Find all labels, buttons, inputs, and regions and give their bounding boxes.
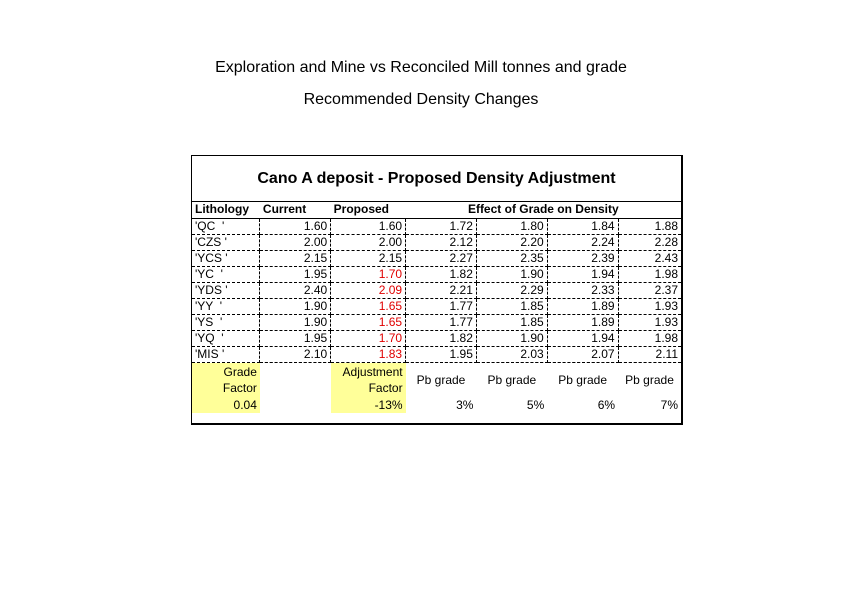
pb-grade-label: Pb grade xyxy=(487,373,537,388)
grade-density-cell: 2.20 xyxy=(476,234,548,251)
data-rows: 'QC ' 1.60 1.60 1.72 1.80 1.84 1.88 'CZS ' 2.00 2… xyxy=(192,218,681,363)
header-proposed: Proposed xyxy=(330,201,406,219)
lithology-cell: 'CZS ' xyxy=(192,234,261,251)
grade-density-cell: 2.11 xyxy=(618,346,681,363)
current-density-cell: 1.90 xyxy=(259,314,332,331)
pb-grade-value: 3% xyxy=(456,398,474,412)
grade-density-cell: 2.39 xyxy=(547,250,619,267)
header-row: Lithology Current Proposed Effect of Gra… xyxy=(192,201,681,219)
grade-density-cell: 1.82 xyxy=(405,330,477,347)
grade-factor-label: Grade Factor xyxy=(192,362,260,398)
grade-density-cell: 2.29 xyxy=(476,282,548,299)
grade-density-cell: 1.77 xyxy=(405,298,477,315)
current-density-cell: 2.15 xyxy=(259,250,332,267)
pb-grade-value: 7% xyxy=(660,398,678,412)
proposed-density-cell: 2.00 xyxy=(330,234,407,251)
proposed-density-cell: 1.65 xyxy=(330,314,407,331)
current-density-cell: 2.00 xyxy=(259,234,332,251)
grade-density-cell: 1.72 xyxy=(405,218,477,235)
adjustment-factor-label: Adjustment Factor xyxy=(330,362,406,398)
grade-density-cell: 2.03 xyxy=(476,346,548,363)
grade-density-cell: 2.12 xyxy=(405,234,477,251)
density-table: Lithology Current Proposed Effect of Gra… xyxy=(192,201,681,413)
footer-label-row: Grade Factor Adjustment Factor Pb grade … xyxy=(192,362,681,398)
grade-density-cell: 1.94 xyxy=(547,266,619,283)
grade-density-cell: 1.90 xyxy=(476,266,548,283)
proposed-density-cell: 1.70 xyxy=(330,330,407,347)
lithology-cell: 'YS ' xyxy=(192,314,261,331)
header-current: Current xyxy=(259,201,331,219)
pb-grade-label: Pb grade xyxy=(416,373,466,388)
pb-grade-value: 6% xyxy=(597,398,616,412)
grade-density-cell: 2.37 xyxy=(618,282,681,299)
grade-density-cell: 1.89 xyxy=(547,314,619,331)
grade-density-cell: 1.84 xyxy=(547,218,619,235)
lithology-cell: 'YDS ' xyxy=(192,282,261,299)
header-effect-of-grade: Effect of Grade on Density xyxy=(405,201,681,219)
current-density-cell: 1.95 xyxy=(259,330,332,347)
current-density-cell: 2.10 xyxy=(259,346,332,363)
grade-density-cell: 2.07 xyxy=(547,346,619,363)
footer-blank xyxy=(260,398,331,413)
grade-density-cell: 2.43 xyxy=(618,250,681,267)
grade-density-cell: 2.24 xyxy=(547,234,619,251)
table-row: 'CZS ' 2.00 2.00 2.12 2.20 2.24 2.28 xyxy=(192,234,681,251)
grade-density-cell: 2.27 xyxy=(405,250,477,267)
lithology-cell: 'YY ' xyxy=(192,298,261,315)
proposed-density-cell: 1.70 xyxy=(330,266,407,283)
sheet-title: Cano A deposit - Proposed Density Adjust… xyxy=(192,156,681,202)
grade-density-cell: 1.82 xyxy=(405,266,477,283)
grade-density-cell: 2.33 xyxy=(547,282,619,299)
grade-density-cell: 1.85 xyxy=(476,298,548,315)
grade-density-cell: 1.77 xyxy=(405,314,477,331)
grade-density-cell: 1.93 xyxy=(618,314,681,331)
lithology-cell: 'QC ' xyxy=(192,218,261,235)
proposed-density-cell: 1.83 xyxy=(330,346,407,363)
grade-density-cell: 1.85 xyxy=(476,314,548,331)
grade-density-cell: 1.89 xyxy=(547,298,619,315)
pb-grade-label: Pb grade xyxy=(558,373,607,388)
lithology-cell: 'YCS ' xyxy=(192,250,261,267)
grade-density-cell: 1.93 xyxy=(618,298,681,315)
table-row: 'YS ' 1.90 1.65 1.77 1.85 1.89 1.93 xyxy=(192,314,681,331)
proposed-density-cell: 1.60 xyxy=(330,218,407,235)
grade-density-cell: 1.98 xyxy=(618,266,681,283)
proposed-density-cell: 2.09 xyxy=(330,282,407,299)
proposed-density-cell: 2.15 xyxy=(330,250,407,267)
grade-density-cell: 2.28 xyxy=(618,234,681,251)
table-row: 'YC ' 1.95 1.70 1.82 1.90 1.94 1.98 xyxy=(192,266,681,283)
table-row: 'MIS ' 2.10 1.83 1.95 2.03 2.07 2.11 xyxy=(192,346,681,363)
grade-density-cell: 1.94 xyxy=(547,330,619,347)
current-density-cell: 1.90 xyxy=(259,298,332,315)
lithology-cell: 'YC ' xyxy=(192,266,261,283)
footer-blank xyxy=(260,362,331,398)
pb-grade-label: Pb grade xyxy=(625,373,674,388)
table-row: 'YY ' 1.90 1.65 1.77 1.85 1.89 1.93 xyxy=(192,298,681,315)
footer-value-row: 0.04 -13% 3% 5% 6% 7% xyxy=(192,398,681,413)
lithology-cell: 'YQ ' xyxy=(192,330,261,347)
grade-density-cell: 1.98 xyxy=(618,330,681,347)
grade-density-cell: 2.35 xyxy=(476,250,548,267)
current-density-cell: 1.95 xyxy=(259,266,332,283)
table-row: 'QC ' 1.60 1.60 1.72 1.80 1.84 1.88 xyxy=(192,218,681,235)
grade-factor-value: 0.04 xyxy=(192,398,260,413)
pb-grade-value: 5% xyxy=(526,398,545,412)
table-row: 'YDS ' 2.40 2.09 2.21 2.29 2.33 2.37 xyxy=(192,282,681,299)
adjustment-factor-value: -13% xyxy=(330,398,406,413)
grade-density-cell: 1.95 xyxy=(405,346,477,363)
grade-density-cell: 1.80 xyxy=(476,218,548,235)
current-density-cell: 1.60 xyxy=(259,218,332,235)
table-row: 'YQ ' 1.95 1.70 1.82 1.90 1.94 1.98 xyxy=(192,330,681,347)
grade-density-cell: 1.90 xyxy=(476,330,548,347)
header-lithology: Lithology xyxy=(192,201,260,219)
grade-density-cell: 1.88 xyxy=(618,218,681,235)
table-row: 'YCS ' 2.15 2.15 2.27 2.35 2.39 2.43 xyxy=(192,250,681,267)
page-subtitle: Recommended Density Changes xyxy=(303,91,539,108)
current-density-cell: 2.40 xyxy=(259,282,332,299)
lithology-cell: 'MIS ' xyxy=(192,346,261,363)
grade-density-cell: 2.21 xyxy=(405,282,477,299)
proposed-density-cell: 1.65 xyxy=(330,298,407,315)
page-title: Exploration and Mine vs Reconciled Mill … xyxy=(215,59,627,76)
density-adjustment-sheet: Cano A deposit - Proposed Density Adjust… xyxy=(191,155,683,425)
